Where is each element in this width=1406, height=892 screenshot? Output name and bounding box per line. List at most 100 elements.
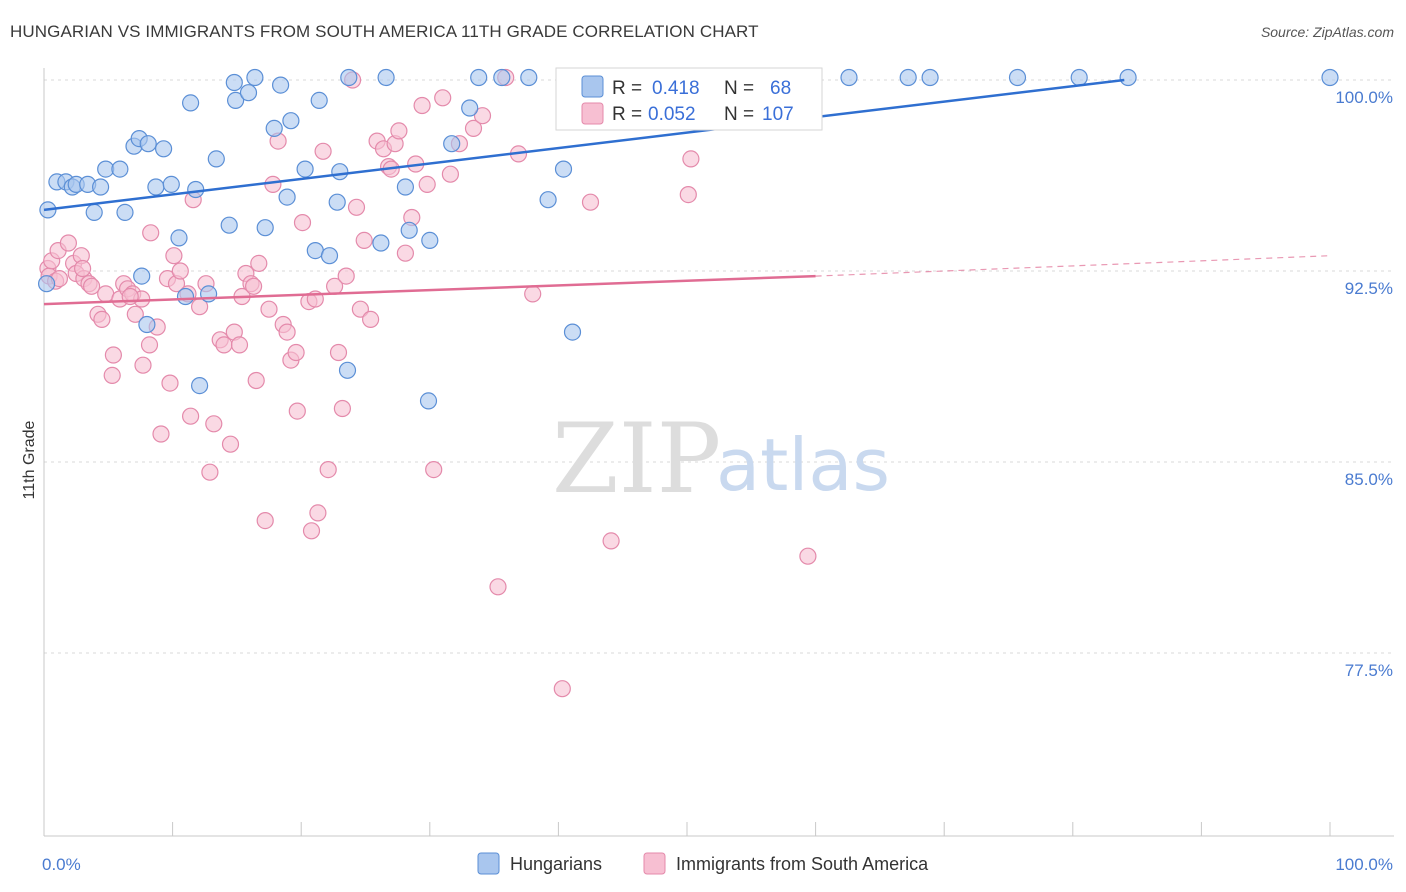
immigrants-point [396, 244, 414, 262]
legend-r-value-pink: 0.052 [648, 104, 696, 125]
bottom-legend-label-immigrants: Immigrants from South America [676, 854, 929, 874]
hungarians-point [147, 178, 165, 196]
hungarians-point [493, 68, 511, 87]
immigrants-point [247, 371, 265, 390]
immigrants-point [82, 277, 101, 295]
hungarians-point [563, 323, 582, 341]
legend-r-label-blue: R = [612, 78, 642, 99]
immigrants-point [333, 399, 351, 418]
immigrants-point [230, 336, 249, 354]
hungarians-point [133, 267, 151, 285]
hungarians-point [296, 160, 314, 178]
series-legend: Hungarians Immigrants from South America [477, 852, 929, 875]
hungarians-point [225, 73, 243, 92]
immigrants-point [799, 547, 817, 565]
immigrants-point [351, 300, 369, 318]
immigrants-trend-line [43, 274, 816, 306]
immigrants-point [302, 522, 321, 540]
series-immigrants-points [39, 68, 817, 698]
immigrants-point [682, 150, 700, 168]
series-hungarians-points [37, 68, 1339, 410]
correlation-legend: R = 0.418 N = 68 R = 0.052 N = 107 [555, 67, 823, 131]
axes [43, 68, 1394, 837]
hungarians-point [338, 361, 357, 379]
hungarians-point [182, 94, 200, 112]
immigrants-point [142, 224, 160, 242]
legend-n-value-blue: 68 [770, 78, 791, 99]
hungarians-point [155, 140, 173, 158]
immigrants-point [152, 425, 170, 443]
immigrants-point [434, 89, 452, 107]
legend-n-label-blue: N = [724, 78, 754, 99]
hungarians-point [265, 119, 283, 137]
immigrants-point [347, 198, 366, 216]
hungarians-point [278, 188, 296, 206]
trend-lines [43, 78, 1331, 306]
bottom-legend-swatch-hungarians [477, 852, 500, 875]
hungarians-point [840, 68, 858, 87]
immigrants-point [250, 254, 268, 272]
immigrants-point [362, 310, 380, 328]
legend-n-label-pink: N = [724, 104, 754, 125]
immigrants-point [473, 107, 492, 125]
hungarians-point [443, 135, 461, 153]
immigrants-point [602, 532, 620, 550]
immigrants-point [287, 343, 305, 362]
immigrants-point [264, 175, 282, 193]
bottom-legend-label-hungarians: Hungarians [510, 854, 602, 874]
hungarians-point [306, 242, 324, 260]
hungarians-point [539, 191, 557, 209]
immigrants-point [390, 122, 408, 140]
y-tick-label: 85.0% [1345, 470, 1393, 489]
hungarians-point [282, 112, 300, 130]
hungarians-point [187, 180, 205, 199]
immigrants-point [182, 407, 200, 425]
immigrants-point [524, 285, 542, 303]
hungarians-point [328, 193, 346, 211]
hungarians-point [1119, 68, 1137, 87]
immigrants-point [260, 300, 278, 318]
hungarians-point [239, 84, 258, 102]
hungarians-point [461, 99, 479, 117]
y-tick-label: 100.0% [1335, 88, 1393, 107]
immigrants-point [171, 262, 189, 280]
hungarians-point [272, 76, 290, 94]
immigrants-point [104, 346, 123, 364]
immigrants-point [97, 285, 115, 303]
immigrants-point [355, 231, 373, 249]
y-tick-labels: 100.0% 92.5% 85.0% 77.5% [1335, 88, 1393, 680]
hungarians-point [256, 219, 274, 237]
legend-r-value-blue: 0.418 [652, 78, 700, 99]
bottom-legend-swatch-immigrants [643, 852, 666, 875]
y-tick-label: 77.5% [1345, 661, 1393, 680]
immigrants-point [319, 461, 337, 479]
hungarians-point [246, 68, 264, 87]
hungarians-point [320, 247, 339, 265]
immigrants-point [329, 343, 348, 362]
immigrants-point [288, 402, 306, 420]
y-tick-label: 92.5% [1345, 279, 1393, 298]
immigrants-point [59, 234, 78, 252]
immigrants-point [93, 310, 111, 328]
immigrants-point [73, 259, 92, 278]
immigrants-point [103, 366, 121, 384]
hungarians-point [176, 287, 195, 306]
immigrants-point [140, 336, 159, 354]
legend-r-label-pink: R = [612, 104, 642, 125]
hungarians-point [139, 135, 157, 153]
immigrants-point [314, 142, 332, 160]
immigrants-point [413, 96, 431, 115]
hungarians-point [372, 234, 390, 252]
watermark-zip: ZIP [552, 403, 721, 515]
y-axis-label: 11th Grade [21, 420, 38, 499]
hungarians-point [1070, 68, 1088, 87]
immigrants-point [278, 323, 296, 341]
hungarians-point [85, 203, 103, 221]
immigrants-point [425, 461, 443, 479]
hungarians-point [227, 91, 245, 110]
immigrants-point [161, 374, 179, 392]
chart-title: HUNGARIAN VS IMMIGRANTS FROM SOUTH AMERI… [10, 22, 759, 41]
hungarians-point [899, 68, 917, 87]
hungarians-point [111, 160, 129, 178]
